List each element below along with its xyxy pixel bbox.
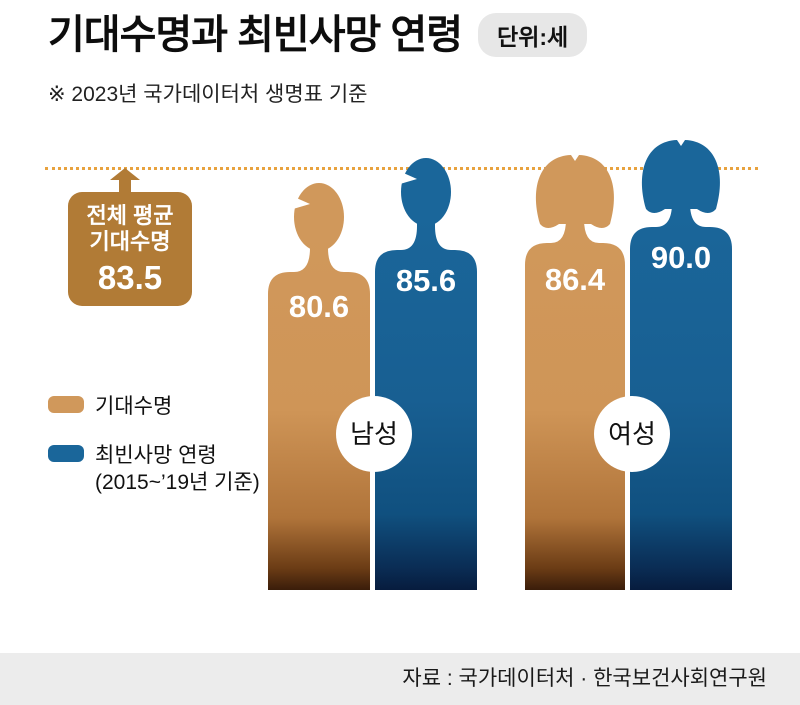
- page-title: 기대수명과 최빈사망 연령: [48, 13, 463, 57]
- female-life-expectancy-figure: [525, 155, 625, 590]
- male-life-expectancy-figure: [268, 183, 370, 590]
- unit-badge: 단위:세: [478, 13, 588, 57]
- average-box-line1: 전체 평균: [86, 203, 174, 228]
- male-hair-notch-icon: [399, 171, 417, 184]
- legend-label-line1: 최빈사망 연령: [95, 444, 217, 467]
- value-label-female-life-expectancy: 86.4: [544, 262, 606, 297]
- value-label-male-life-expectancy: 80.6: [288, 289, 350, 324]
- legend-label-line2: (2015~’19년 기준): [95, 471, 260, 494]
- arrow-up-stem: [119, 179, 131, 194]
- legend-label: 최빈사망 연령 (2015~’19년 기준): [95, 442, 260, 496]
- legend-item-modal-age: 최빈사망 연령 (2015~’19년 기준): [48, 442, 260, 496]
- legend-swatch-blue: [48, 445, 84, 462]
- legend: 기대수명 최빈사망 연령 (2015~’19년 기준): [48, 393, 260, 518]
- average-value: 83.5: [97, 259, 163, 296]
- value-label-female-modal-age: 90.0: [650, 240, 712, 275]
- group-label-female: 여성: [594, 396, 670, 472]
- male-modal-age-figure: [375, 158, 477, 590]
- subtitle-note: ※ 2023년 국가데이터처 생명표 기준: [48, 83, 368, 106]
- header: 기대수명과 최빈사망 연령 단위:세: [48, 10, 588, 60]
- average-box-line2: 기대수명: [89, 229, 171, 254]
- legend-item-life-expectancy: 기대수명: [48, 393, 260, 420]
- arrow-up-icon: [110, 168, 140, 180]
- legend-swatch-tan: [48, 396, 84, 413]
- average-callout-box: 전체 평균 기대수명 83.5: [68, 192, 192, 306]
- male-hair-notch-icon: [292, 196, 310, 209]
- female-modal-age-figure: [630, 140, 732, 590]
- average-reference-dotted-line: [45, 167, 758, 170]
- source-credit: 자료 : 국가데이터처 · 한국보건사회연구원: [0, 653, 800, 705]
- group-label-male: 남성: [336, 396, 412, 472]
- value-label-male-modal-age: 85.6: [395, 263, 457, 298]
- legend-label: 기대수명: [95, 395, 173, 418]
